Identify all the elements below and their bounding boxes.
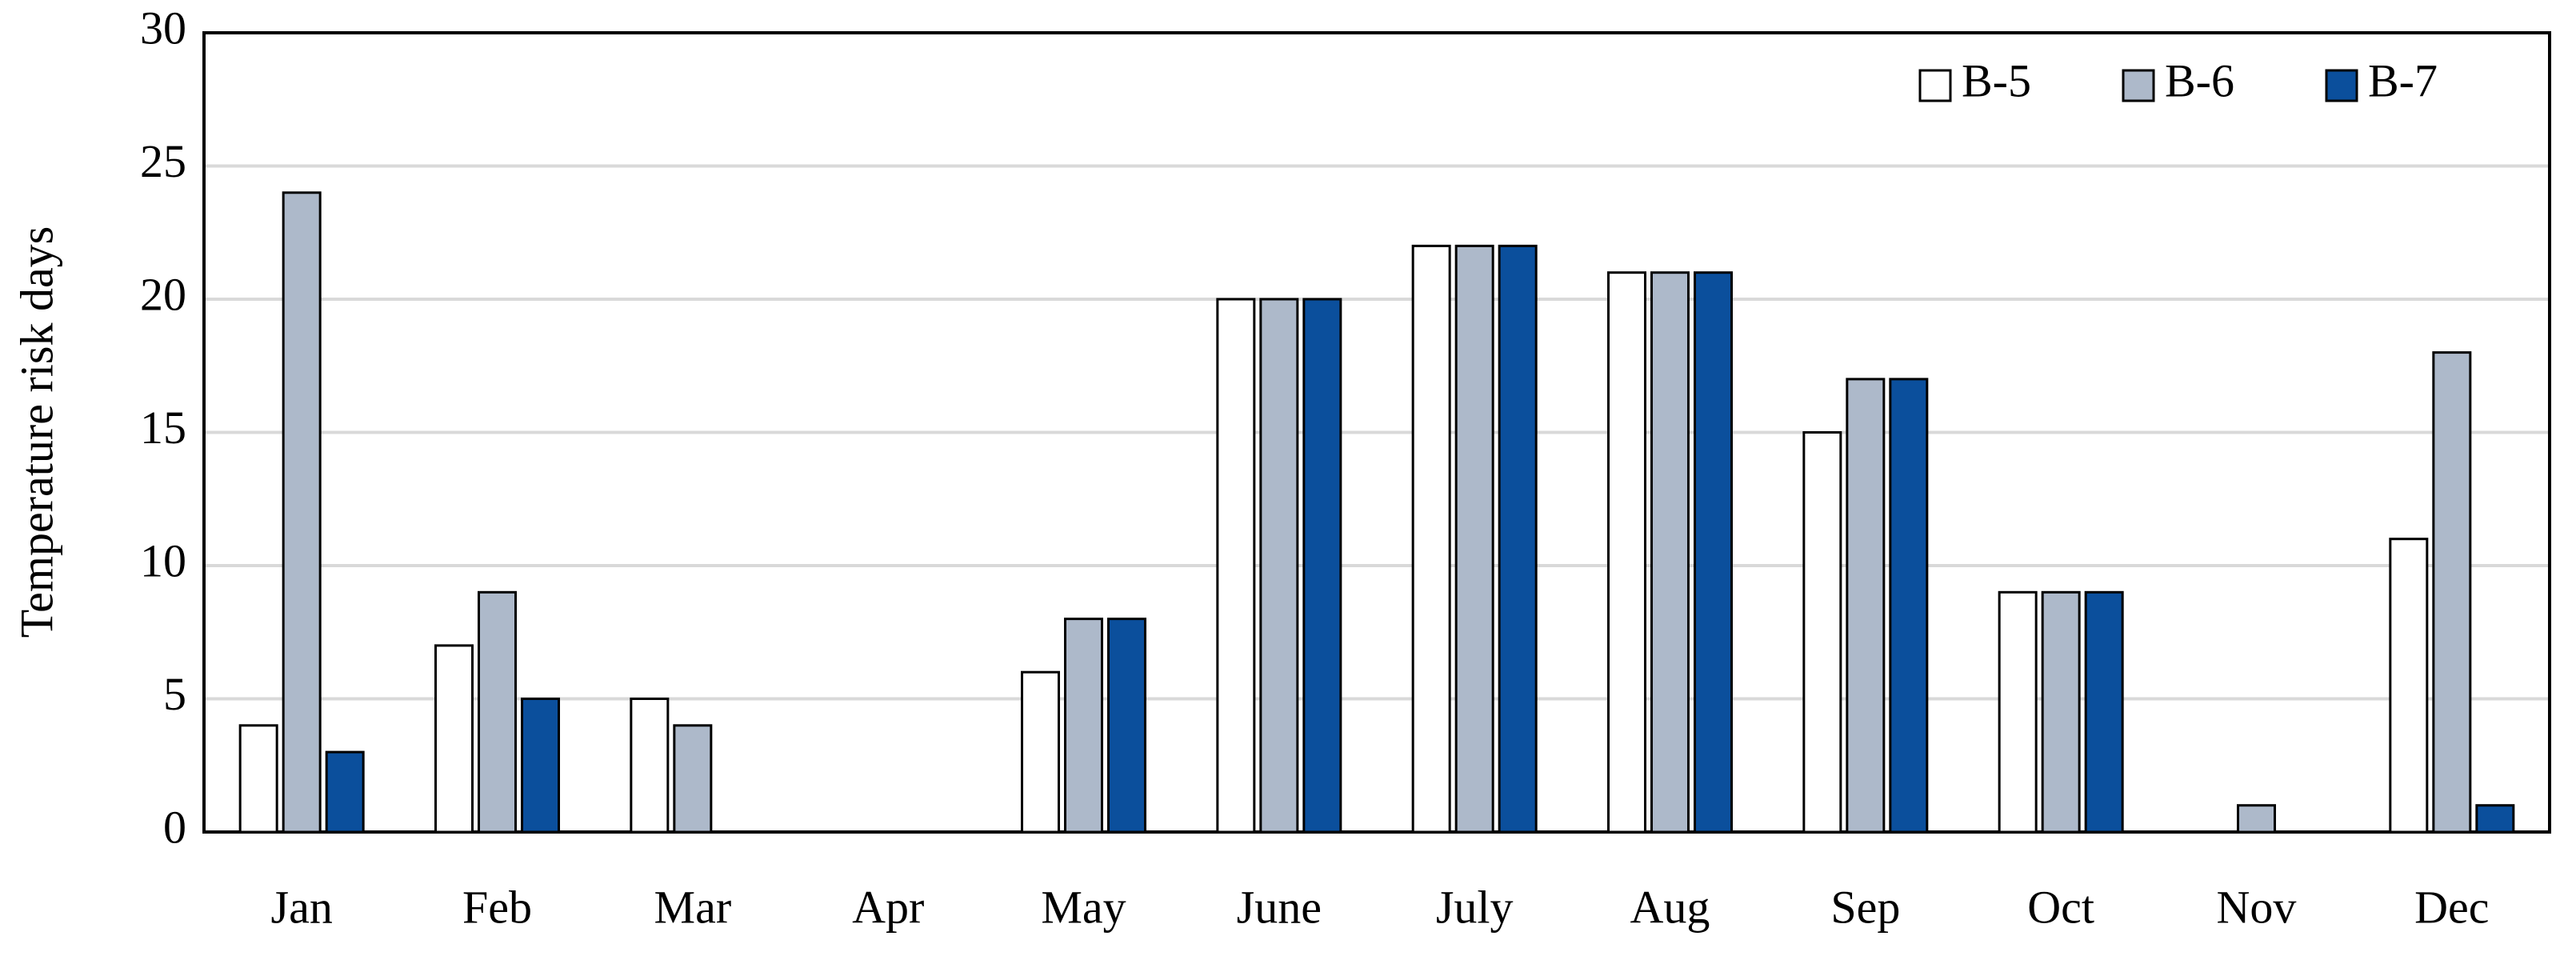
y-tick-label: 0 [163, 801, 186, 853]
x-tick-label: Nov [2217, 881, 2297, 933]
x-tick-label: Oct [2027, 881, 2094, 933]
y-tick-label: 15 [140, 402, 186, 454]
bar [1302, 298, 1342, 834]
legend-swatch [2325, 69, 2358, 102]
x-tick-label: July [1436, 881, 1514, 933]
x-tick-label: Aug [1630, 881, 1710, 933]
bar [1846, 378, 1886, 834]
bar [2084, 590, 2124, 834]
y-tick-label: 20 [140, 268, 186, 320]
bar [238, 724, 278, 834]
bar [1454, 244, 1494, 834]
x-tick-label: Feb [462, 881, 532, 933]
bar [434, 644, 474, 834]
plot-frame [202, 31, 2551, 834]
bar [1889, 378, 1929, 834]
bar [1021, 670, 1060, 834]
bar [1694, 271, 1733, 834]
x-tick-label: May [1041, 881, 1126, 933]
bar [2475, 804, 2515, 834]
bar [1107, 618, 1146, 834]
bar [1998, 590, 2038, 834]
bar [1607, 271, 1646, 834]
y-tick-label: 5 [163, 668, 186, 720]
x-tick-label: June [1237, 881, 1322, 933]
y-tick-label: 25 [140, 135, 186, 187]
bar [521, 698, 560, 834]
y-tick-label: 30 [140, 2, 186, 54]
bar [2389, 538, 2429, 834]
legend-swatch [1918, 69, 1952, 102]
legend-label: B-5 [1962, 54, 2031, 106]
x-tick-label: Sep [1830, 881, 1900, 933]
bar [2432, 351, 2472, 834]
bar [282, 191, 322, 834]
x-tick-label: Apr [852, 881, 924, 933]
bar [1216, 298, 1256, 834]
legend-swatch [2122, 69, 2155, 102]
legend-label: B-7 [2368, 54, 2438, 106]
bar [325, 750, 365, 834]
bar [1259, 298, 1299, 834]
bar [478, 590, 517, 834]
bar [1498, 244, 1538, 834]
bar [673, 724, 713, 834]
legend-label: B-6 [2165, 54, 2234, 106]
bar [2041, 590, 2081, 834]
y-axis-label: Temperature risk days [10, 226, 62, 638]
x-tick-label: Mar [654, 881, 732, 933]
bar [2237, 804, 2276, 834]
x-tick-label: Dec [2414, 881, 2489, 933]
bar [630, 698, 670, 834]
bar [1411, 244, 1451, 834]
bar [1650, 271, 1690, 834]
bar [1802, 431, 1842, 834]
x-tick-label: Jan [271, 881, 333, 933]
y-tick-label: 10 [140, 534, 186, 586]
bar [1064, 618, 1103, 834]
